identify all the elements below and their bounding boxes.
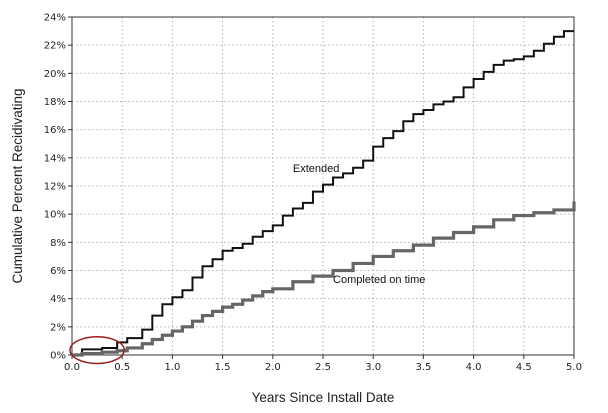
y-tick-label: 22% [44,41,66,52]
y-tick-label: 14% [44,153,66,164]
y-tick-label: 18% [44,97,66,108]
y-axis-label: Cumulative Percent Recidivating [10,88,25,283]
x-tick-label: 0.5 [114,362,130,373]
highlight-circle [69,335,125,365]
y-tick-label: 8% [50,238,66,249]
x-tick-label: 3.5 [415,362,431,373]
x-tick-label: 4.0 [466,362,482,373]
annotation-group [69,335,125,365]
x-axis-ticks: 0.0 0.5 1.0 1.5 2.0 2.5 3.0 3.5 4.0 4.5 5.0 [64,355,582,373]
y-tick-label: 6% [50,266,66,277]
y-tick-label: 0% [50,351,66,362]
x-tick-label: 5.0 [566,362,582,373]
x-tick-label: 1.0 [164,362,180,373]
y-tick-label: 4% [50,294,66,305]
series-completed-on-time-line [72,201,576,357]
x-tick-label: 2.5 [315,362,331,373]
series-label-completed-on-time: Completed on time [333,274,425,286]
y-tick-label: 24% [44,13,66,24]
x-tick-label: 3.0 [365,362,381,373]
x-tick-label: 1.5 [215,362,231,373]
y-tick-label: 16% [44,125,66,136]
x-axis-label: Years Since Install Date [252,390,395,405]
x-tick-label: 4.5 [516,362,532,373]
y-tick-label: 12% [44,182,66,193]
series-label-extended: Extended [293,163,339,175]
x-tick-label: 2.0 [265,362,281,373]
x-tick-label: 0.0 [64,362,80,373]
y-axis-ticks: 0% 2% 4% 6% 8% 10% 12% 14% 16% 18% 20% 22% 24% [44,13,72,362]
series-extended-line [72,30,574,356]
y-tick-label: 20% [44,69,66,80]
series-labels: Extended Completed on time [293,163,425,286]
y-tick-label: 10% [44,210,66,221]
y-tick-label: 2% [50,322,66,333]
series-group [72,30,576,357]
